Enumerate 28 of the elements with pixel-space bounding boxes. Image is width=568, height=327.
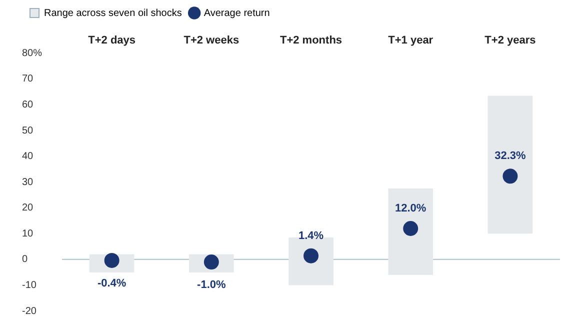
y-tick-label: 70 xyxy=(22,74,34,85)
y-tick-label: 10 xyxy=(22,228,34,240)
y-tick-label: -20 xyxy=(22,306,37,317)
x-tick-label: T+2 weeks xyxy=(184,34,240,47)
data-label: 32.3% xyxy=(494,150,526,162)
legend-label: Average return xyxy=(204,8,270,19)
y-tick-label: 60 xyxy=(22,100,34,111)
legend-label: Range across seven oil shocks xyxy=(44,8,182,19)
x-tick-label: T+2 months xyxy=(280,34,342,47)
bar xyxy=(388,188,434,275)
y-tick-label: 40 xyxy=(22,151,34,162)
point xyxy=(502,168,518,184)
bar xyxy=(288,238,334,286)
data-label: -0.4% xyxy=(97,278,126,290)
y-tick-label: 50 xyxy=(22,125,34,136)
y-tick-label: 0 xyxy=(22,254,28,266)
data-label: 12.0% xyxy=(395,202,426,215)
y-tick-label: 80% xyxy=(22,48,42,59)
y-tick-label: -10 xyxy=(22,280,37,291)
bar xyxy=(488,96,533,234)
x-tick-label: T+2 years xyxy=(484,34,536,47)
x-tick-label: T+1 year xyxy=(388,34,434,47)
y-tick-label: 20 xyxy=(22,202,34,214)
data-label: -1.0% xyxy=(197,279,226,292)
point xyxy=(403,221,418,236)
x-tick-label: T+2 days xyxy=(88,34,136,47)
data-label: 1.4% xyxy=(298,230,324,242)
y-tick-label: 30 xyxy=(22,176,34,188)
